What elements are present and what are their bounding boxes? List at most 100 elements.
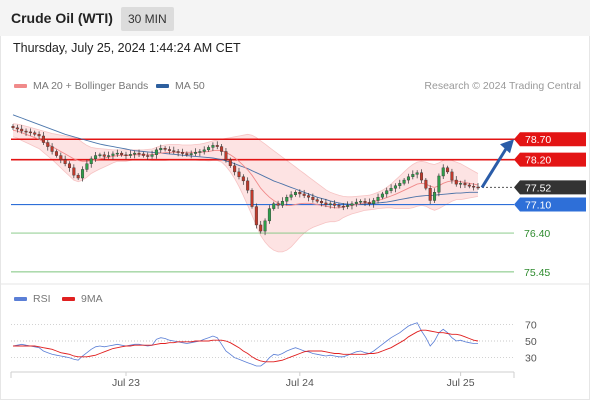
candle-body xyxy=(111,153,115,156)
candle-body xyxy=(333,203,337,206)
candle-body xyxy=(315,199,319,202)
candle-body xyxy=(454,179,458,185)
projection-arrow-head xyxy=(500,139,514,154)
candle-body xyxy=(189,153,193,155)
candle-body xyxy=(246,180,250,191)
candle-body xyxy=(202,149,206,152)
candle-body xyxy=(72,167,76,176)
candle-body xyxy=(263,220,267,232)
candle-body xyxy=(54,151,58,156)
timeframe-badge[interactable]: 30 MIN xyxy=(121,7,174,31)
bollinger-upper-line xyxy=(12,123,479,198)
candle-body xyxy=(150,154,154,157)
candle-body xyxy=(298,192,302,195)
candle-body xyxy=(406,176,410,181)
rsi-ma-legend-swatch xyxy=(62,297,75,301)
candle-body xyxy=(146,155,150,157)
candle-body xyxy=(141,153,145,156)
candle-body xyxy=(185,153,189,155)
candle-body xyxy=(33,132,37,135)
candle-body xyxy=(441,167,445,177)
candle-body xyxy=(367,202,371,204)
candle-body xyxy=(346,205,350,207)
candle-body xyxy=(76,174,80,179)
level-78-20-tag xyxy=(514,152,586,167)
title-bar: Crude Oil (WTI) 30 MIN xyxy=(0,0,590,36)
candle-body xyxy=(233,165,237,173)
candle-body xyxy=(59,155,63,160)
timestamp: Thursday, July 25, 2024 1:44:24 AM CET xyxy=(13,41,241,55)
level-77-10-label: 77.10 xyxy=(525,200,551,212)
candle-body xyxy=(372,200,376,204)
level-78-70-label: 78.70 xyxy=(525,134,551,146)
candle-body xyxy=(176,151,180,153)
bollinger-bands xyxy=(12,123,479,253)
rsi-legend-label: RSI xyxy=(33,293,51,305)
candle-body xyxy=(467,184,471,187)
candle-body xyxy=(280,201,284,206)
instrument-title: Crude Oil (WTI) xyxy=(11,10,113,26)
candle-body xyxy=(94,155,98,160)
level-78-70-tag xyxy=(514,132,586,147)
x-axis: Jul 23 Jul 24 Jul 25 xyxy=(10,371,515,389)
candle-body xyxy=(115,152,119,155)
candle-body xyxy=(289,194,293,198)
rsi-tick-30: 30 xyxy=(525,353,537,365)
candle-body xyxy=(98,154,102,156)
candle-body xyxy=(411,174,415,177)
x-tick-label: Jul 24 xyxy=(286,377,314,389)
candle-body xyxy=(24,130,28,133)
ma50-legend-label: MA 50 xyxy=(175,80,205,92)
candle-body xyxy=(220,146,224,152)
candle-body xyxy=(163,148,167,150)
candle-body xyxy=(424,179,428,189)
level-labels: 78.70 78.20 77.52 77.10 76.40 75.45 xyxy=(514,132,586,279)
candle-body xyxy=(385,190,389,195)
candle-body xyxy=(172,150,176,152)
candle-body xyxy=(380,193,384,198)
candle-body xyxy=(276,203,280,206)
candle-body xyxy=(259,224,263,232)
candle-body xyxy=(107,155,111,157)
candle-body xyxy=(472,185,476,188)
candle-body xyxy=(293,192,297,195)
candle-body xyxy=(307,195,311,198)
candle-body xyxy=(50,146,54,152)
candle-body xyxy=(81,169,85,179)
candle-body xyxy=(428,188,432,201)
candle-body xyxy=(28,131,32,134)
rsi-line xyxy=(12,322,478,367)
candle-body xyxy=(46,142,50,147)
candle-body xyxy=(398,183,402,186)
rsi-ma-line xyxy=(13,329,479,363)
candle-body xyxy=(437,175,441,193)
candle-body xyxy=(446,167,450,173)
candle-body xyxy=(459,183,463,185)
candle-body xyxy=(198,151,202,153)
candle-body xyxy=(37,134,41,137)
candle-body xyxy=(402,179,406,184)
candle-body xyxy=(324,202,328,205)
candle-body xyxy=(320,201,324,204)
candle-body xyxy=(254,206,258,226)
ma20-legend-swatch xyxy=(14,84,27,88)
candle-body xyxy=(463,183,467,186)
x-tick-label: Jul 23 xyxy=(112,377,140,389)
candle-body xyxy=(85,163,89,170)
candle-body xyxy=(433,192,437,201)
ma50-legend-swatch xyxy=(156,84,169,88)
candle-body xyxy=(167,149,171,151)
candle-body xyxy=(89,158,93,164)
ma20-legend-label: MA 20 + Bollinger Bands xyxy=(33,80,149,92)
candle-body xyxy=(267,208,271,222)
candle-body xyxy=(15,127,19,130)
candle-body xyxy=(215,145,219,147)
candle-body xyxy=(120,152,124,155)
candle-body xyxy=(237,171,241,177)
candle-body xyxy=(302,193,306,196)
level-77-10-tag xyxy=(514,197,586,212)
candle-body xyxy=(350,203,354,206)
candle-body xyxy=(207,147,211,151)
candle-body xyxy=(224,151,228,160)
candle-body xyxy=(359,201,363,203)
